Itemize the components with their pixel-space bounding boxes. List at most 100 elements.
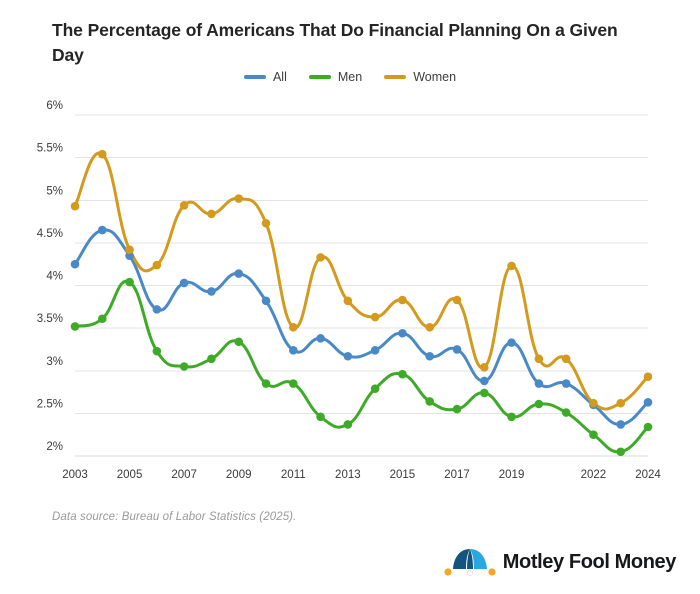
data-point[interactable] [125, 277, 134, 287]
data-point[interactable] [534, 354, 544, 364]
data-point[interactable] [370, 312, 380, 322]
data-point[interactable] [589, 398, 598, 408]
brand-logo[interactable]: Motley Fool Money [443, 545, 676, 579]
data-point[interactable] [152, 346, 162, 356]
data-point[interactable] [616, 420, 626, 429]
data-point[interactable] [70, 259, 80, 269]
data-point[interactable] [561, 379, 571, 388]
data-point[interactable] [479, 388, 489, 398]
data-point[interactable] [616, 398, 626, 408]
data-point[interactable] [589, 430, 598, 439]
x-axis-tick-label: 2022 [581, 469, 607, 481]
data-point[interactable] [616, 447, 626, 457]
legend-swatch-all [243, 75, 266, 79]
data-point[interactable] [207, 287, 216, 296]
data-point[interactable] [452, 345, 462, 354]
data-point[interactable] [643, 397, 653, 407]
data-point[interactable] [343, 420, 353, 429]
data-point[interactable] [534, 399, 544, 409]
data-point[interactable] [152, 260, 162, 270]
data-point[interactable] [398, 295, 407, 305]
data-point[interactable] [425, 322, 435, 332]
data-point[interactable] [534, 379, 544, 388]
data-point[interactable] [507, 261, 516, 271]
x-axis-tick-label: 2009 [226, 469, 252, 481]
series-line-men [73, 279, 650, 454]
plot-area: 6% 5.5% 5% 4.5% 4% 3.5% 3% 2.5% 2% 2003 2005 2007 2… [0, 96, 700, 481]
x-axis-tick-label: 2015 [390, 469, 416, 481]
data-point[interactable] [643, 372, 653, 382]
y-axis-tick-label: 5% [46, 185, 63, 197]
data-point[interactable] [261, 218, 271, 228]
x-axis-tick-label: 2017 [444, 469, 470, 481]
data-point[interactable] [261, 379, 271, 388]
series-lines [73, 151, 650, 454]
data-point[interactable] [398, 369, 407, 379]
data-point[interactable] [179, 362, 189, 371]
data-point[interactable] [507, 412, 516, 422]
data-point[interactable] [452, 404, 462, 414]
data-point[interactable] [179, 201, 189, 210]
data-point[interactable] [370, 384, 380, 393]
x-axis-tick-label: 2024 [635, 469, 661, 481]
data-point[interactable] [643, 422, 653, 432]
legend-item-women[interactable]: Women [384, 70, 456, 84]
data-point[interactable] [179, 278, 189, 288]
data-point[interactable] [207, 354, 216, 364]
data-point[interactable] [343, 296, 353, 306]
data-point[interactable] [479, 376, 489, 386]
y-axis-tick-label: 3% [46, 356, 63, 368]
data-point[interactable] [561, 354, 571, 364]
logo-wordmark: Motley Fool Money [502, 550, 677, 573]
data-point[interactable] [452, 295, 462, 305]
data-point[interactable] [316, 253, 325, 262]
gridlines [75, 114, 648, 457]
legend-swatch-men [308, 75, 331, 79]
jester-hat-icon [444, 549, 496, 576]
data-point[interactable] [125, 245, 134, 254]
data-point[interactable] [425, 397, 435, 406]
data-point[interactable] [97, 314, 107, 324]
series-line-all [73, 228, 650, 426]
data-point[interactable] [398, 328, 407, 338]
data-point[interactable] [70, 201, 80, 211]
page-title: The Percentage of Americans That Do Fina… [52, 20, 618, 66]
data-point[interactable] [288, 379, 298, 388]
data-point[interactable] [234, 194, 244, 203]
data-point[interactable] [125, 251, 134, 260]
legend-label-men: Men [337, 70, 363, 84]
y-axis-tick-label: 2% [46, 441, 63, 453]
data-point[interactable] [370, 345, 380, 355]
data-point[interactable] [152, 305, 162, 314]
series-line-women [73, 151, 650, 411]
legend-label-women: Women [413, 70, 457, 84]
data-point[interactable] [261, 296, 271, 306]
y-axis-tick-label: 2.5% [37, 398, 63, 410]
data-source-note: Data source: Bureau of Labor Statistics … [52, 511, 297, 523]
data-point[interactable] [316, 334, 325, 343]
data-point[interactable] [561, 408, 571, 417]
data-point[interactable] [343, 351, 353, 361]
legend-label-all: All [272, 70, 287, 84]
y-axis-tick-label: 4% [46, 271, 63, 283]
data-point-markers [70, 149, 653, 457]
y-axis-ticks: 6% 5.5% 5% 4.5% 4% 3.5% 3% 2.5% 2% [37, 100, 63, 453]
data-point[interactable] [207, 209, 216, 219]
data-point[interactable] [316, 412, 325, 422]
x-axis-tick-label: 2013 [335, 469, 361, 481]
data-point[interactable] [234, 337, 244, 347]
x-axis-tick-label: 2007 [171, 469, 197, 481]
y-axis-tick-label: 4.5% [37, 228, 63, 240]
data-point[interactable] [234, 269, 244, 278]
data-point[interactable] [97, 225, 107, 235]
data-point[interactable] [507, 338, 516, 347]
legend-item-men[interactable]: Men [308, 70, 363, 84]
data-point[interactable] [288, 322, 298, 332]
legend-item-all[interactable]: All [243, 70, 287, 84]
data-point[interactable] [425, 351, 435, 361]
data-point[interactable] [288, 345, 298, 355]
data-point[interactable] [97, 149, 107, 159]
data-point[interactable] [70, 322, 80, 331]
data-point[interactable] [479, 363, 489, 372]
